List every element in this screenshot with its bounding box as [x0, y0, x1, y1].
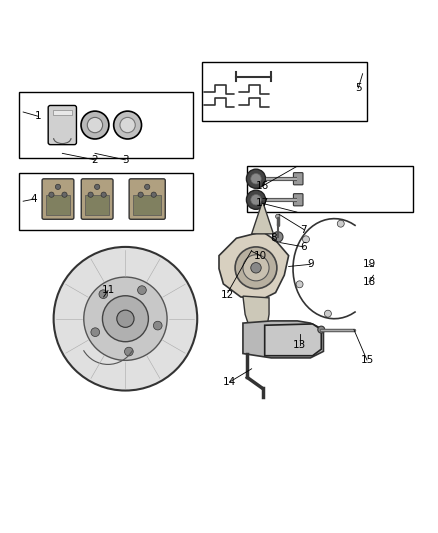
Circle shape: [145, 184, 150, 189]
Bar: [133, 195, 161, 215]
Text: 8: 8: [270, 233, 277, 243]
Circle shape: [91, 328, 99, 336]
FancyBboxPatch shape: [293, 173, 303, 185]
Circle shape: [138, 192, 143, 197]
Text: 6: 6: [300, 242, 307, 252]
Polygon shape: [252, 201, 273, 234]
Circle shape: [62, 192, 67, 197]
Circle shape: [251, 174, 261, 184]
Circle shape: [120, 117, 135, 133]
FancyBboxPatch shape: [81, 179, 113, 219]
Circle shape: [318, 326, 325, 333]
Circle shape: [303, 236, 310, 243]
Circle shape: [53, 247, 197, 391]
Text: 3: 3: [122, 155, 129, 165]
Bar: [85, 195, 109, 215]
Text: 15: 15: [360, 355, 374, 365]
Circle shape: [87, 117, 102, 133]
Polygon shape: [243, 321, 323, 358]
Circle shape: [153, 321, 162, 330]
Polygon shape: [219, 232, 289, 299]
Text: 17: 17: [256, 198, 269, 208]
Bar: [247, 166, 413, 212]
Text: 2: 2: [92, 155, 98, 165]
Bar: [46, 195, 70, 215]
Circle shape: [117, 310, 134, 327]
Circle shape: [114, 111, 141, 139]
Polygon shape: [243, 296, 269, 334]
Circle shape: [296, 281, 303, 288]
Circle shape: [88, 192, 93, 197]
Circle shape: [151, 192, 156, 197]
Circle shape: [55, 184, 60, 189]
Circle shape: [124, 347, 133, 356]
Text: 4: 4: [31, 194, 37, 204]
Text: 16: 16: [256, 181, 269, 191]
Bar: [201, 62, 367, 120]
Circle shape: [49, 192, 54, 197]
Bar: [19, 92, 193, 158]
Circle shape: [102, 296, 148, 342]
Circle shape: [138, 286, 146, 294]
Text: 7: 7: [300, 224, 307, 235]
Text: 11: 11: [101, 286, 115, 295]
Circle shape: [247, 190, 265, 209]
Circle shape: [99, 290, 108, 298]
Text: 14: 14: [223, 377, 237, 387]
Circle shape: [247, 169, 265, 188]
Text: 5: 5: [355, 83, 362, 93]
Bar: [19, 173, 193, 230]
Text: 12: 12: [221, 290, 234, 300]
Bar: [53, 110, 72, 116]
Circle shape: [243, 255, 269, 281]
Circle shape: [101, 192, 106, 197]
Text: 10: 10: [254, 251, 267, 261]
Circle shape: [276, 214, 280, 219]
Polygon shape: [265, 324, 321, 356]
FancyBboxPatch shape: [129, 179, 165, 219]
Text: 1: 1: [35, 111, 42, 122]
Text: 18: 18: [363, 277, 376, 287]
Text: 13: 13: [293, 340, 306, 350]
Circle shape: [81, 111, 109, 139]
Circle shape: [251, 263, 261, 273]
Circle shape: [235, 247, 277, 289]
FancyBboxPatch shape: [293, 193, 303, 206]
FancyBboxPatch shape: [42, 179, 74, 219]
Text: 9: 9: [307, 260, 314, 269]
Circle shape: [325, 310, 332, 317]
Circle shape: [272, 232, 283, 242]
Circle shape: [337, 220, 344, 227]
Circle shape: [251, 195, 261, 205]
Text: 19: 19: [363, 260, 376, 269]
FancyBboxPatch shape: [48, 106, 77, 144]
Circle shape: [95, 184, 100, 189]
Circle shape: [84, 277, 167, 360]
